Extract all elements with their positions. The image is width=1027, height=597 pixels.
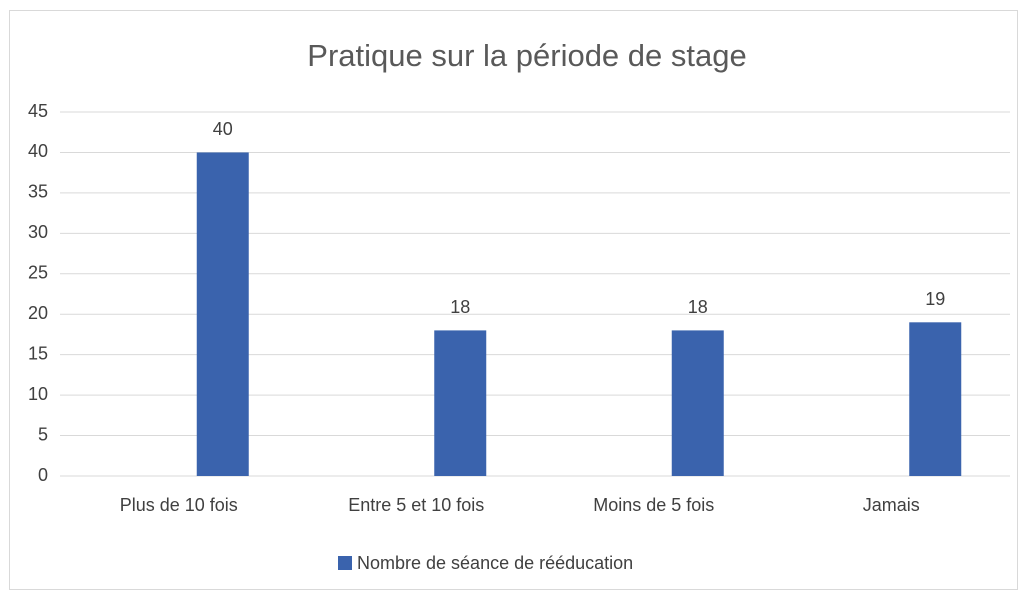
data-label: 40 bbox=[213, 119, 233, 139]
x-tick-label: Entre 5 et 10 fois bbox=[348, 495, 484, 515]
y-tick-label: 15 bbox=[28, 343, 48, 363]
y-tick-label: 40 bbox=[28, 141, 48, 161]
bar bbox=[196, 152, 249, 476]
x-tick-label: Jamais bbox=[863, 495, 920, 515]
x-tick-label: Plus de 10 fois bbox=[120, 495, 238, 515]
chart-border bbox=[9, 10, 1018, 590]
data-label: 19 bbox=[925, 289, 945, 309]
y-tick-label: 5 bbox=[38, 424, 48, 444]
bar bbox=[434, 330, 487, 476]
chart-title: Pratique sur la période de stage bbox=[307, 38, 746, 73]
y-tick-label: 45 bbox=[28, 101, 48, 121]
y-tick-label: 20 bbox=[28, 303, 48, 323]
data-label: 18 bbox=[688, 297, 708, 317]
legend-label: Nombre de séance de rééducation bbox=[357, 553, 633, 573]
y-tick-label: 25 bbox=[28, 263, 48, 283]
y-tick-label: 10 bbox=[28, 384, 48, 404]
y-tick-label: 0 bbox=[38, 465, 48, 485]
y-tick-label: 35 bbox=[28, 182, 48, 202]
x-tick-label: Moins de 5 fois bbox=[593, 495, 714, 515]
bar bbox=[671, 330, 724, 476]
legend-swatch bbox=[338, 556, 352, 570]
data-label: 18 bbox=[450, 297, 470, 317]
y-tick-label: 30 bbox=[28, 222, 48, 242]
bar bbox=[909, 322, 962, 476]
